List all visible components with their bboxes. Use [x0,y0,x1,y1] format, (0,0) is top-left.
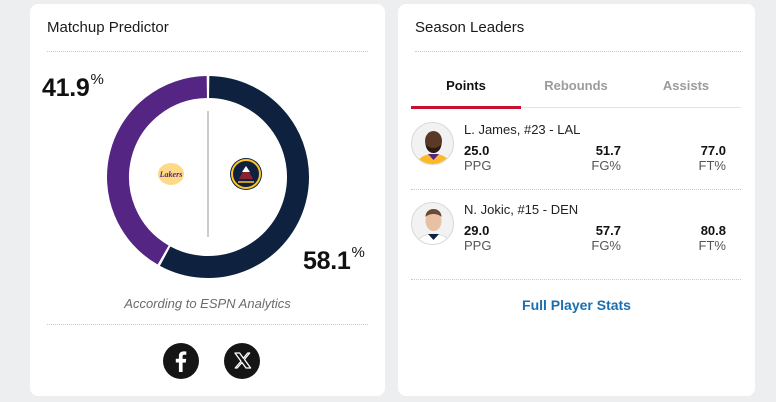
stat-label: FT% [698,238,726,253]
x-icon [234,352,252,369]
share-x-button[interactable] [224,343,260,379]
stat-ft-pct: 77.0 FT% [666,143,726,173]
stat-fg-pct: 51.7 FG% [561,143,621,173]
leader-row: L. James, #23 - LAL 25.0 PPG 51.7 FG% 77.0… [411,122,741,186]
home-pct-unit: % [351,244,365,261]
tab-assists[interactable]: Assists [662,78,710,93]
stat-value: 80.8 [700,223,726,238]
stat-value: 51.7 [595,143,621,158]
player-headshot[interactable] [411,122,454,165]
divider [47,51,368,52]
stat-tabs: Points Rebounds Assists [411,64,741,109]
stat-ft-pct: 80.8 FT% [666,223,726,253]
player-headshot[interactable] [411,202,454,245]
stat-label: PPG [464,158,492,173]
away-probability-arc [107,76,208,265]
player-name[interactable]: L. James, #23 - LAL [464,122,581,137]
season-leaders-card: Season Leaders Points Rebounds Assists L… [398,4,755,396]
stat-label: FT% [698,158,726,173]
away-win-probability: 41.9% [42,71,104,103]
divider [411,189,741,190]
analytics-note: According to ESPN Analytics [124,296,291,311]
full-player-stats-link[interactable]: Full Player Stats [522,297,631,313]
stat-value: 29.0 [464,223,490,238]
divider [47,324,368,325]
share-facebook-button[interactable] [163,343,199,379]
lakers-logo-text: Lakers [159,170,183,179]
matchup-title: Matchup Predictor [47,19,169,36]
leaders-title: Season Leaders [415,19,525,36]
tab-points[interactable]: Points [411,64,521,109]
stat-label: PPG [464,238,492,253]
stat-value: 57.7 [595,223,621,238]
home-probability-arc [159,76,309,278]
home-pct-value: 58.1 [303,247,351,275]
facebook-icon [175,351,187,372]
stat-ppg: 29.0 PPG [464,223,491,253]
player-name[interactable]: N. Jokic, #15 - DEN [464,202,579,217]
stat-label: FG% [591,158,621,173]
stat-label: FG% [591,238,621,253]
home-win-probability: 58.1% [303,244,365,276]
nuggets-logo [230,158,262,190]
divider [411,279,741,280]
stat-value: 25.0 [464,143,490,158]
lakers-logo: Lakers [158,163,184,185]
player-avatar-icon [412,123,453,164]
matchup-predictor-card: Matchup Predictor 41.9% Lakers 58.1% Acc… [30,4,385,396]
stat-fg-pct: 57.7 FG% [561,223,621,253]
away-pct-unit: % [90,71,104,88]
divider [415,51,741,52]
away-pct-value: 41.9 [42,74,90,102]
tab-rebounds[interactable]: Rebounds [544,78,608,93]
stat-ppg: 25.0 PPG [464,143,491,173]
player-avatar-icon [412,203,453,244]
stat-value: 77.0 [700,143,726,158]
win-probability-donut: Lakers [107,76,309,278]
leader-row: N. Jokic, #15 - DEN 29.0 PPG 57.7 FG% 80.8… [411,202,741,266]
